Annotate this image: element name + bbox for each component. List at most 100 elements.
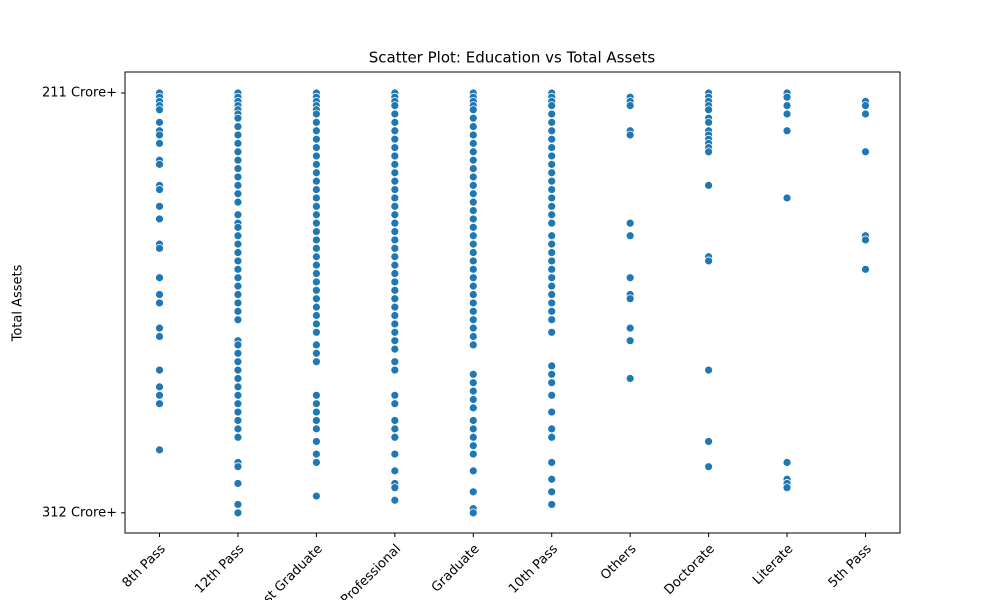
point [233, 122, 243, 131]
point [233, 155, 243, 165]
point [233, 407, 243, 417]
point [390, 143, 400, 152]
point [861, 147, 870, 157]
point [390, 109, 400, 119]
point [390, 424, 400, 434]
point [547, 390, 557, 400]
point [390, 344, 400, 354]
point [468, 386, 478, 396]
point [547, 143, 557, 152]
point [311, 294, 321, 304]
point [547, 298, 557, 308]
point [155, 117, 164, 127]
point [155, 323, 164, 333]
point [311, 227, 321, 236]
point [155, 332, 164, 341]
point [233, 138, 243, 148]
point [155, 290, 164, 299]
point [547, 159, 557, 169]
point [468, 197, 478, 207]
point [311, 117, 321, 127]
point [625, 231, 635, 241]
point [468, 395, 478, 404]
point [311, 285, 321, 295]
point [390, 449, 400, 459]
point [233, 256, 243, 266]
point [390, 365, 400, 375]
point [390, 235, 400, 245]
point [782, 101, 792, 110]
point [468, 172, 478, 182]
point [468, 105, 478, 115]
point [468, 180, 478, 190]
point [311, 168, 321, 178]
point [390, 319, 400, 329]
point [233, 164, 243, 173]
point [468, 369, 478, 379]
point [390, 483, 400, 493]
point [311, 201, 321, 211]
point [233, 508, 243, 518]
point [155, 130, 164, 140]
point [468, 122, 478, 131]
point [233, 273, 243, 283]
point [390, 252, 400, 262]
point [233, 500, 243, 509]
point [547, 432, 557, 442]
point [625, 374, 635, 383]
point [233, 390, 243, 400]
point [390, 399, 400, 409]
point [468, 164, 478, 173]
point [625, 273, 635, 283]
point [311, 143, 321, 152]
point [311, 357, 321, 367]
point [468, 332, 478, 341]
point [468, 113, 478, 123]
point [782, 109, 792, 119]
point [311, 348, 321, 358]
point [233, 281, 243, 291]
point [233, 340, 243, 350]
point [704, 462, 714, 472]
point [390, 357, 400, 367]
point [311, 218, 321, 228]
point [547, 201, 557, 211]
point [311, 302, 321, 312]
point [390, 227, 400, 236]
point [547, 407, 557, 417]
point [390, 176, 400, 186]
point [468, 306, 478, 316]
y-axis-label: Total Assets [11, 264, 26, 342]
point [233, 231, 243, 241]
point [155, 243, 164, 253]
point [704, 365, 714, 375]
point [390, 277, 400, 287]
point [547, 281, 557, 291]
point [547, 474, 557, 484]
point [468, 487, 478, 497]
point [390, 327, 400, 337]
point [468, 256, 478, 266]
plot-frame [124, 71, 901, 534]
point [311, 134, 321, 144]
point [782, 193, 792, 203]
point [468, 466, 478, 476]
point [233, 172, 243, 182]
point [547, 210, 557, 220]
point [233, 348, 243, 358]
point [468, 378, 478, 388]
point [311, 176, 321, 186]
point [547, 273, 557, 283]
point [390, 218, 400, 228]
point [468, 508, 478, 518]
point [625, 294, 635, 304]
point [311, 126, 321, 136]
point [311, 319, 321, 329]
point [390, 336, 400, 346]
point [155, 105, 164, 115]
point [468, 432, 478, 442]
point [233, 210, 243, 220]
point [233, 264, 243, 274]
point [390, 495, 400, 505]
point [233, 382, 243, 392]
